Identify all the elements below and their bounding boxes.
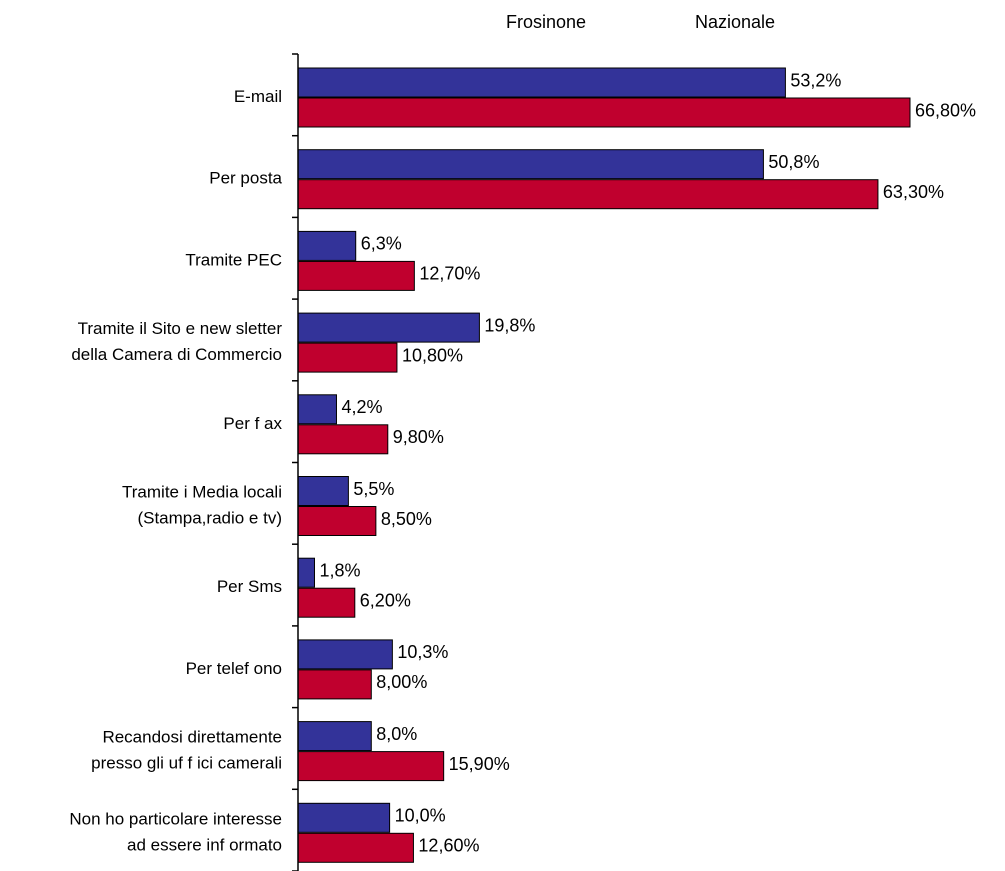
category-label-2: Tramite PEC: [185, 250, 282, 269]
value-label-nazionale-4: 9,80%: [393, 427, 444, 447]
value-label-nazionale-7: 8,00%: [376, 672, 427, 692]
bar-nazionale-4: [297, 424, 389, 455]
value-label-nazionale-1: 63,30%: [883, 182, 944, 202]
value-label-frosinone-1: 50,8%: [768, 152, 819, 172]
category-label-9-line-0: Non ho particolare interesse: [69, 809, 282, 828]
bar-nazionale-0: [297, 97, 911, 128]
bar-frosinone-9: [297, 802, 391, 833]
bar-frosinone-8: [297, 721, 372, 752]
category-label-4: Per f ax: [223, 414, 282, 433]
bar-nazionale-1: [297, 179, 879, 210]
bar-frosinone-5: [297, 476, 349, 506]
category-axis: E-mail Per posta Tramite PEC Tramite il Sit…: [69, 53, 299, 871]
value-label-nazionale-6: 6,20%: [360, 590, 411, 610]
bar-frosinone-0: [297, 67, 786, 98]
bar-frosinone-2: [297, 230, 357, 261]
category-label-1: Per posta: [209, 169, 282, 188]
value-label-frosinone-9: 10,0%: [395, 806, 446, 826]
bar-frosinone-7: [297, 639, 393, 670]
bar-nazionale-7: [297, 669, 372, 700]
value-label-nazionale-8: 15,90%: [449, 754, 510, 774]
legend-item-frosinone: Frosinone: [506, 12, 586, 32]
value-label-nazionale-9: 12,60%: [418, 836, 479, 856]
bar-frosinone-4: [297, 394, 337, 425]
category-label-6: Per Sms: [217, 577, 282, 596]
bar-nazionale-6: [297, 587, 356, 618]
bar-frosinone-3: [297, 312, 480, 343]
value-label-nazionale-3: 10,80%: [402, 345, 463, 365]
bar-nazionale-2: [297, 260, 415, 291]
bar-nazionale-3: [297, 342, 398, 373]
value-label-frosinone-5: 5,5%: [353, 479, 394, 499]
category-label-8-line-0: Recandosi direttamente: [102, 728, 282, 747]
category-label-9-line-1: ad essere inf ormato: [127, 835, 282, 854]
value-label-frosinone-4: 4,2%: [341, 397, 382, 417]
value-label-frosinone-3: 19,8%: [484, 315, 535, 335]
value-label-nazionale-2: 12,70%: [419, 264, 480, 284]
bar-nazionale-8: [297, 751, 445, 782]
category-label-3-line-0: Tramite il Sito e new sletter: [78, 319, 283, 338]
category-label-0: E-mail: [234, 87, 282, 106]
value-label-frosinone-6: 1,8%: [319, 560, 360, 580]
value-label-frosinone-8: 8,0%: [376, 724, 417, 744]
category-label-7: Per telef ono: [186, 659, 282, 678]
value-label-frosinone-0: 53,2%: [790, 70, 841, 90]
value-label-nazionale-0: 66,80%: [915, 100, 976, 120]
category-label-5-line-1: (Stampa,radio e tv): [137, 508, 282, 527]
category-label-3-line-1: della Camera di Commercio: [71, 345, 282, 364]
value-label-frosinone-2: 6,3%: [361, 234, 402, 254]
bar-nazionale-9: [297, 832, 414, 863]
legend-item-nazionale: Nazionale: [695, 12, 775, 32]
bar-frosinone-1: [297, 149, 764, 180]
value-label-nazionale-5: 8,50%: [381, 509, 432, 529]
bars: 53,2% 66,80% 50,8% 63,30% 6,3% 12,70% 19,8% 10,…: [297, 67, 976, 863]
value-label-frosinone-7: 10,3%: [397, 642, 448, 662]
legend: Frosinone Nazionale: [506, 12, 775, 32]
category-label-5-line-0: Tramite i Media locali: [122, 482, 282, 501]
bar-frosinone-6: [297, 557, 315, 588]
category-label-8-line-1: presso gli uf f ici camerali: [91, 754, 282, 773]
bar-nazionale-5: [297, 506, 377, 536]
